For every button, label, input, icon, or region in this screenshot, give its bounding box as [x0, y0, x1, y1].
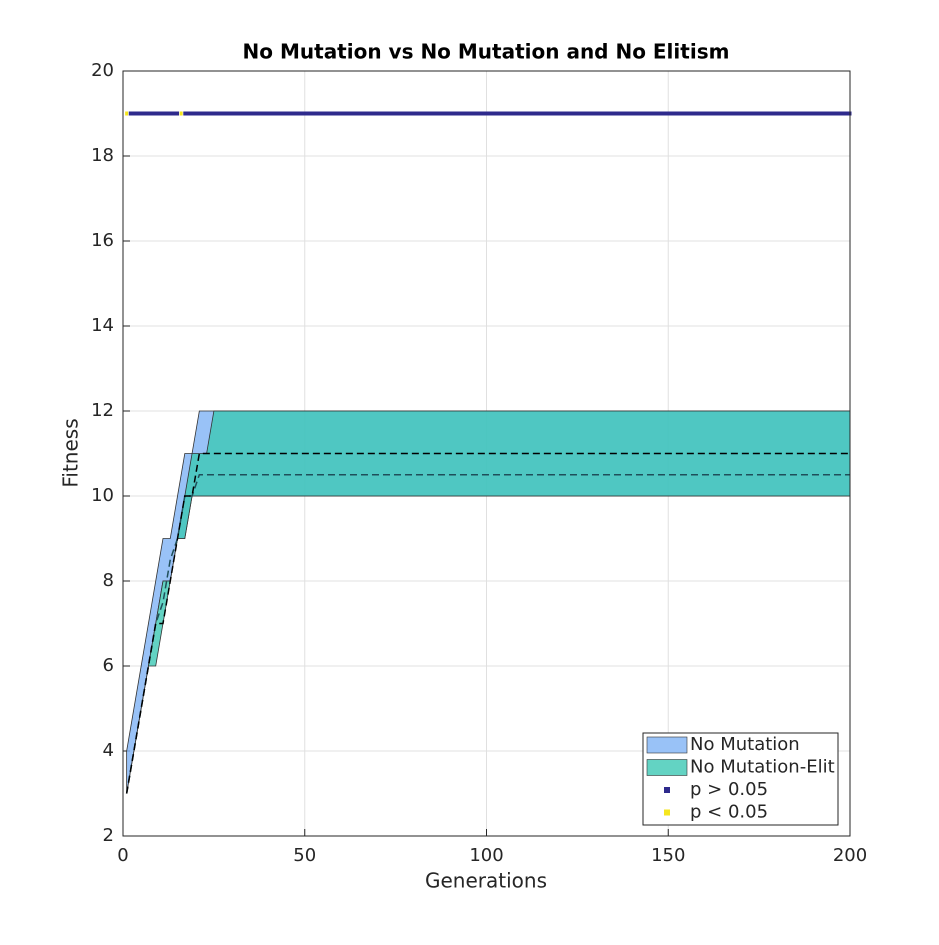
legend-swatch	[646, 759, 688, 776]
axes-box	[122, 70, 851, 837]
x-tick-label: 150	[651, 845, 685, 866]
y-tick-label: 16	[91, 230, 114, 251]
legend-label: No Mutation-Elit	[690, 757, 835, 778]
x-tick-label: 0	[117, 845, 128, 866]
x-tick-label: 100	[469, 845, 503, 866]
legend-swatch	[646, 736, 688, 754]
y-tick-label: 10	[91, 485, 114, 506]
x-tick-label: 200	[833, 845, 867, 866]
y-tick-label: 4	[103, 740, 114, 761]
y-tick-label: 14	[91, 315, 114, 336]
legend-swatch	[664, 809, 670, 816]
legend-label: No Mutation	[690, 734, 800, 755]
y-tick-label: 8	[103, 570, 114, 591]
y-tick-label: 6	[103, 655, 114, 676]
y-tick-label: 18	[91, 145, 114, 166]
y-tick-label: 2	[103, 825, 114, 846]
chart-title: No Mutation vs No Mutation and No Elitis…	[243, 40, 730, 64]
y-axis-label: Fitness	[59, 418, 83, 487]
x-tick-label: 50	[293, 845, 316, 866]
legend-swatch	[664, 787, 670, 793]
legend-label: p < 0.05	[690, 802, 768, 823]
y-tick-label: 20	[91, 60, 114, 81]
y-tick-label: 12	[91, 400, 114, 421]
median-line	[125, 452, 850, 794]
legend-label: p > 0.05	[690, 779, 768, 800]
x-axis-label: Generations	[425, 869, 547, 893]
